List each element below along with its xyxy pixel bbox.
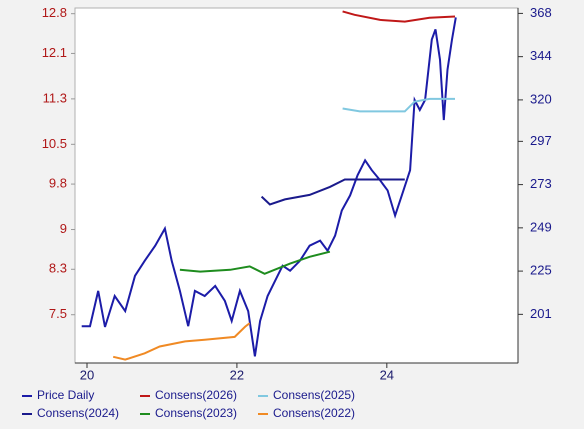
y-tick-label: 10.5 (42, 136, 67, 151)
y2-tick-label: 249 (530, 219, 552, 234)
series-line (342, 97, 455, 113)
x-tick-label: 20 (80, 367, 94, 382)
y-tick-label: 12.1 (42, 45, 67, 60)
y-tick-label: 11.3 (43, 90, 67, 105)
legend-label: Consens(2022) (273, 406, 355, 420)
legend-label: Consens(2025) (273, 388, 355, 402)
y2-tick-label: 344 (530, 48, 552, 63)
y2-tick-label: 201 (530, 306, 552, 321)
legend-label: Consens(2024) (37, 406, 119, 420)
series-line (342, 10, 456, 23)
y-tick-label: 7.5 (49, 306, 67, 321)
y2-tick-label: 368 (530, 5, 552, 20)
y-tick-label: 9 (60, 221, 67, 236)
legend-label: Consens(2026) (155, 388, 237, 402)
legend-label: Consens(2023) (155, 406, 237, 420)
y-tick-label: 8.3 (49, 261, 67, 276)
legend-label: Price Daily (37, 388, 94, 402)
y2-tick-label: 320 (530, 91, 552, 106)
series-line (179, 250, 331, 275)
x-tick-label: 24 (380, 367, 394, 382)
y2-tick-label: 273 (530, 176, 552, 191)
x-tick-label: 22 (230, 367, 244, 382)
y2-tick-label: 225 (530, 263, 552, 278)
series-line (260, 178, 405, 206)
plot-area (74, 7, 519, 364)
y-tick-label: 12.8 (42, 5, 67, 20)
y-tick-label: 9.8 (49, 176, 67, 191)
series-line (81, 17, 457, 357)
series-line (112, 322, 251, 361)
y2-tick-label: 297 (530, 133, 552, 148)
